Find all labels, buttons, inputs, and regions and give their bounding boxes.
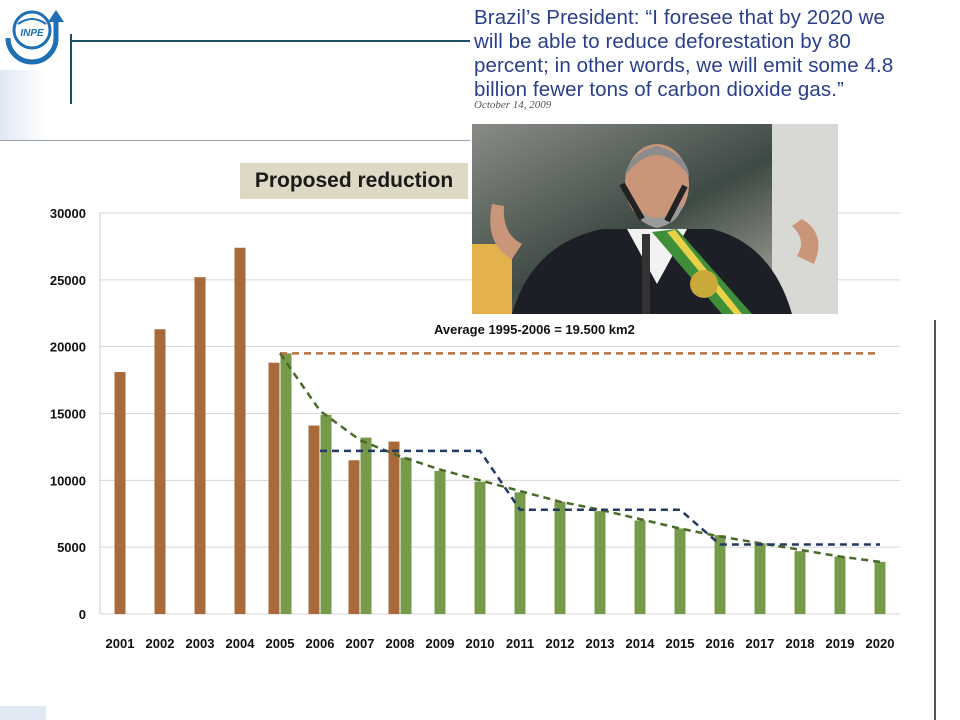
x-tick-label: 2018 bbox=[786, 636, 815, 651]
bars-layer bbox=[114, 247, 886, 614]
bar-series-0 bbox=[234, 247, 246, 614]
x-tick-label: 2017 bbox=[746, 636, 775, 651]
bar-series-0 bbox=[268, 362, 280, 614]
bar-series-1 bbox=[794, 551, 806, 614]
bar-series-0 bbox=[348, 460, 360, 614]
bar-series-1 bbox=[674, 528, 686, 614]
x-tick-label: 2011 bbox=[506, 636, 534, 651]
bar-series-1 bbox=[474, 481, 486, 614]
x-tick-label: 2007 bbox=[346, 636, 375, 651]
bar-series-1 bbox=[714, 535, 726, 614]
bar-series-1 bbox=[400, 457, 412, 614]
x-tick-label: 2012 bbox=[546, 636, 575, 651]
y-tick-label: 30000 bbox=[50, 206, 86, 221]
lines-layer bbox=[278, 352, 881, 564]
logo-text: INPE bbox=[20, 28, 44, 39]
y-tick-label: 25000 bbox=[50, 273, 86, 288]
header-vertical-line bbox=[70, 34, 72, 104]
bar-series-1 bbox=[754, 543, 766, 614]
quote-line: will be able to reduce deforestation by … bbox=[474, 30, 851, 53]
left-shade bbox=[0, 70, 46, 140]
bar-series-0 bbox=[114, 372, 126, 614]
bottom-shade bbox=[0, 706, 46, 720]
chart-title: Proposed reduction bbox=[240, 163, 468, 199]
inpe-logo-icon: INPE bbox=[5, 10, 64, 65]
x-tick-label: 2002 bbox=[146, 636, 175, 651]
x-tick-label: 2019 bbox=[826, 636, 855, 651]
y-tick-label: 5000 bbox=[57, 540, 86, 555]
x-tick-label: 2003 bbox=[186, 636, 215, 651]
bar-series-1 bbox=[594, 511, 606, 614]
quote-line: Brazil’s President: “I foresee that by 2… bbox=[474, 6, 886, 29]
x-tick-label: 2014 bbox=[626, 636, 656, 651]
y-tick-label: 15000 bbox=[50, 407, 86, 422]
bar-series-1 bbox=[514, 492, 526, 614]
x-tick-label: 2006 bbox=[306, 636, 335, 651]
quote-line: percent; in other words, we will emit so… bbox=[474, 54, 894, 77]
x-tick-label: 2010 bbox=[466, 636, 495, 651]
bar-series-1 bbox=[634, 520, 646, 614]
x-tick-label: 2009 bbox=[426, 636, 455, 651]
header-line bbox=[72, 40, 470, 42]
y-tick-label: 10000 bbox=[50, 473, 86, 488]
president-photo bbox=[472, 124, 838, 314]
inpe-logo: INPE bbox=[0, 0, 80, 70]
slide-border-top bbox=[0, 140, 470, 141]
president-photo-icon bbox=[472, 124, 838, 314]
target-step-line bbox=[320, 449, 880, 546]
bar-series-1 bbox=[320, 414, 332, 614]
bar-series-0 bbox=[154, 329, 166, 614]
bar-series-1 bbox=[434, 470, 446, 614]
bar-series-0 bbox=[194, 277, 206, 614]
y-tick-label: 20000 bbox=[50, 340, 86, 355]
bar-series-1 bbox=[874, 561, 886, 614]
bar-series-1 bbox=[554, 501, 566, 614]
bar-series-0 bbox=[308, 425, 320, 614]
x-tick-label: 2020 bbox=[866, 636, 895, 651]
bar-series-0 bbox=[388, 441, 400, 614]
x-tick-label: 2015 bbox=[666, 636, 695, 651]
y-tick-label: 0 bbox=[79, 607, 86, 622]
bar-series-1 bbox=[834, 556, 846, 614]
x-tick-label: 2008 bbox=[386, 636, 415, 651]
quote-text: Brazil’s President: “I foresee that by 2… bbox=[474, 6, 960, 102]
x-tick-label: 2005 bbox=[266, 636, 295, 651]
bar-series-1 bbox=[360, 437, 372, 614]
bar-series-1 bbox=[280, 353, 292, 614]
average-annotation: Average 1995-2006 = 19.500 km2 bbox=[434, 322, 635, 337]
x-tick-label: 2001 bbox=[106, 636, 135, 651]
quote-line: billion fewer tons of carbon dioxide gas… bbox=[474, 78, 844, 101]
x-tick-label: 2004 bbox=[226, 636, 256, 651]
x-tick-label: 2013 bbox=[586, 636, 615, 651]
quote-date: October 14, 2009 bbox=[474, 99, 552, 111]
slide-border-right bbox=[934, 320, 936, 720]
x-tick-label: 2016 bbox=[706, 636, 735, 651]
labels-layer: 0 5000 10000 15000 20000 25000 30000 2001 2002 20… bbox=[50, 206, 895, 651]
trend-line bbox=[278, 352, 881, 564]
